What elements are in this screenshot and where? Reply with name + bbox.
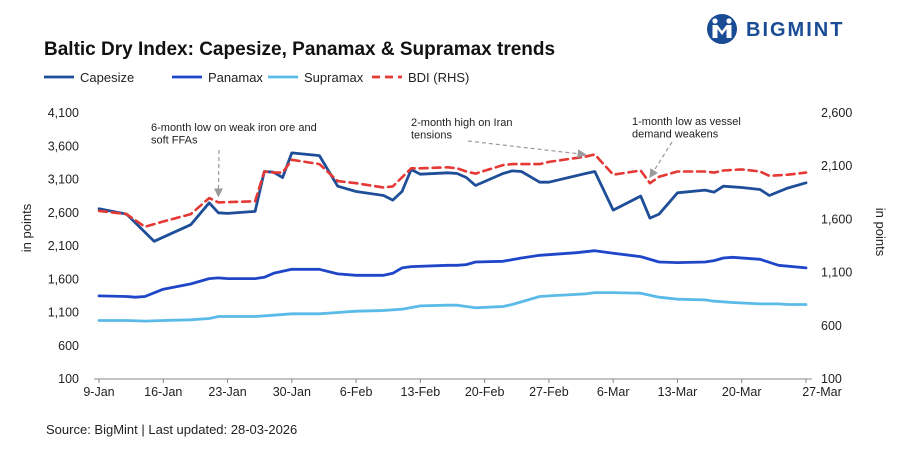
x-tick-label: 13-Feb	[401, 385, 441, 399]
legend-label: Supramax	[304, 70, 364, 85]
brand-name: BIGMINT	[746, 19, 844, 41]
y-left-tick-label: 100	[58, 372, 79, 386]
series-line-supramax	[97, 291, 808, 323]
y-right-tick-label: 1,100	[821, 266, 852, 280]
series-line-capesize	[97, 151, 808, 243]
brand-logo: BIGMINT	[707, 14, 844, 44]
y-left-tick-label: 4,100	[48, 106, 79, 120]
series-line-bdi-rhs	[97, 153, 808, 229]
source-note: Source: BigMint | Last updated: 28-03-20…	[46, 422, 297, 437]
annotation-text: 2-month high on Iran	[411, 117, 513, 129]
y-right-tick-label: 100	[821, 372, 842, 386]
legend-label: Panamax	[208, 70, 263, 85]
x-tick-label: 27-Mar	[802, 385, 842, 399]
x-tick-label: 20-Feb	[465, 385, 505, 399]
y-left-tick-label: 3,100	[48, 173, 79, 187]
brand-mark-icon	[707, 14, 737, 44]
x-axis: 9-Jan 16-Jan 23-Jan 30-Jan 6-Feb 13-Feb 20-Feb…	[83, 379, 842, 399]
y-left-tick-label: 1,600	[48, 272, 79, 286]
x-tick-label: 6-Feb	[340, 385, 373, 399]
y-right-tick-label: 2,600	[821, 106, 852, 120]
chart-series	[97, 151, 808, 323]
annotation-arrow	[213, 149, 223, 198]
y-left-tick-label: 600	[58, 339, 79, 353]
legend-label: BDI (RHS)	[408, 70, 469, 85]
series-line-panamax	[97, 249, 808, 299]
x-tick-label: 30-Jan	[273, 385, 311, 399]
y-axis-left-label: in points	[19, 203, 34, 252]
y-left-tick-label: 2,600	[48, 206, 79, 220]
chart-title: Baltic Dry Index: Capesize, Panamax & Su…	[44, 39, 555, 60]
y-left-tick-label: 3,600	[48, 139, 79, 153]
y-left-tick-label: 1,100	[48, 306, 79, 320]
x-tick-label: 6-Mar	[597, 385, 630, 399]
y-right-tick-label: 2,100	[821, 159, 852, 173]
annotation-text: 6-month low on weak iron ore and	[151, 122, 317, 134]
y-axis-right-label: in points	[873, 208, 888, 257]
annotation-arrow	[467, 140, 587, 159]
x-tick-label: 13-Mar	[658, 385, 698, 399]
annotation-text: 1-month low as vessel	[632, 116, 741, 128]
y-left-tick-label: 2,100	[48, 239, 79, 253]
y-right-tick-label: 600	[821, 319, 842, 333]
x-tick-label: 27-Feb	[529, 385, 569, 399]
annotation-text: soft FFAs	[151, 135, 198, 147]
chart-legend: Capesize Panamax Supramax BDI (RHS)	[44, 70, 469, 85]
x-tick-label: 9-Jan	[83, 385, 114, 399]
x-tick-label: 16-Jan	[144, 385, 182, 399]
y-axis-right: 2,600 2,100 1,600 1,100 600 100	[821, 106, 852, 386]
annotation-text: demand weakens	[632, 129, 719, 141]
y-right-tick-label: 1,600	[821, 212, 852, 226]
annotation-text: tensions	[411, 130, 452, 142]
x-tick-label: 20-Mar	[722, 385, 762, 399]
x-tick-label: 23-Jan	[208, 385, 246, 399]
y-axis-left: 4,100 3,600 3,100 2,600 2,100 1,600 1,100 600 10…	[48, 106, 79, 386]
annotation-arrow	[649, 141, 673, 179]
legend-label: Capesize	[80, 70, 134, 85]
